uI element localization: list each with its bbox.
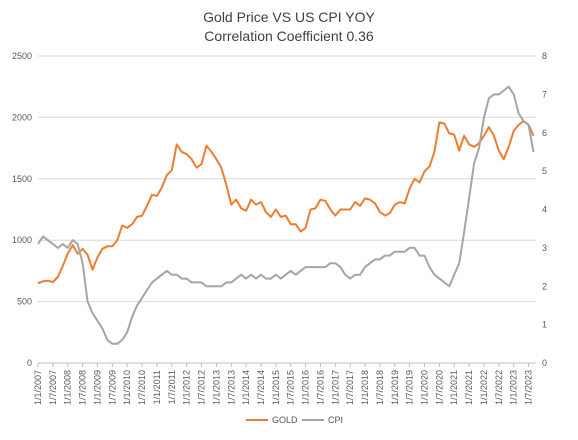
x-tick-label: 1/1/2019 — [390, 370, 400, 405]
x-axis: 1/1/2007 1/7/2007 1/1/2008 1/7/2008 1/1/2009… — [33, 362, 536, 405]
gridlines — [38, 55, 536, 364]
x-tick-label: 1/1/2014 — [241, 370, 251, 405]
y-left-tick-label: 2500 — [12, 51, 32, 61]
x-tick-label: 1/7/2018 — [375, 370, 385, 405]
y-left-tick-label: 500 — [17, 297, 32, 307]
x-tick-label: 1/1/2013 — [211, 370, 221, 405]
y-right-tick-label: 0 — [542, 358, 547, 368]
y-left-tick-label: 1500 — [12, 174, 32, 184]
y-right-tick-label: 4 — [542, 205, 547, 215]
series-line-cpi — [37, 85, 535, 345]
x-tick-label: 1/7/2010 — [137, 370, 147, 405]
x-tick-label: 1/7/2019 — [405, 370, 415, 405]
y-right-tick-label: 1 — [542, 320, 547, 330]
y-axis-left: 0 500 1000 1500 2000 2500 — [12, 51, 32, 368]
x-tick-label: 1/1/2020 — [420, 370, 430, 405]
y-right-tick-label: 3 — [542, 243, 547, 253]
chart-subtitle: Correlation Coefficient 0.36 — [204, 28, 374, 44]
y-right-tick-label: 6 — [542, 128, 547, 138]
x-tick-label: 1/7/2008 — [78, 370, 88, 405]
x-tick-label: 1/1/2023 — [509, 370, 519, 405]
y-right-tick-label: 2 — [542, 281, 547, 291]
x-tick-label: 1/1/2018 — [360, 370, 370, 405]
x-tick-label: 1/7/2012 — [197, 370, 207, 405]
x-tick-label: 1/7/2015 — [286, 370, 296, 405]
x-tick-label: 1/7/2017 — [345, 370, 355, 405]
y-left-tick-label: 0 — [27, 358, 32, 368]
x-tick-label: 1/1/2009 — [92, 370, 102, 405]
legend-label-cpi: CPI — [328, 415, 343, 425]
series-line-gold — [37, 120, 535, 285]
x-tick-label: 1/1/2008 — [63, 370, 73, 405]
x-tick-label: 1/7/2007 — [48, 370, 58, 405]
x-tick-label: 1/7/2013 — [226, 370, 236, 405]
x-tick-label: 1/1/2021 — [449, 370, 459, 405]
x-tick-label: 1/1/2016 — [301, 370, 311, 405]
x-tick-label: 1/1/2022 — [479, 370, 489, 405]
y-left-tick-label: 1000 — [12, 235, 32, 245]
x-tick-label: 1/1/2015 — [271, 370, 281, 405]
x-tick-label: 1/7/2022 — [494, 370, 504, 405]
x-tick-label: 1/7/2011 — [167, 370, 177, 404]
x-tick-label: 1/7/2014 — [256, 370, 266, 405]
y-right-tick-label: 5 — [542, 166, 547, 176]
series-lines — [37, 85, 535, 345]
y-right-tick-label: 8 — [542, 51, 547, 61]
x-tick-label: 1/7/2023 — [524, 370, 534, 405]
x-tick-label: 1/1/2017 — [330, 370, 340, 405]
y-axis-right: 0 1 2 3 4 5 6 7 8 — [542, 51, 547, 368]
chart-title: Gold Price VS US CPI YOY — [203, 9, 375, 25]
x-tick-label: 1/7/2021 — [464, 370, 474, 405]
x-tick-label: 1/1/2010 — [122, 370, 132, 405]
x-tick-label: 1/7/2020 — [434, 370, 444, 405]
y-left-tick-label: 2000 — [12, 112, 32, 122]
x-tick-label: 1/1/2011 — [152, 370, 162, 404]
x-tick-label: 1/7/2016 — [315, 370, 325, 405]
x-tick-label: 1/1/2012 — [182, 370, 192, 405]
x-tick-label: 1/7/2009 — [107, 370, 117, 405]
legend-label-gold: GOLD — [272, 415, 298, 425]
x-tick-label: 1/1/2007 — [33, 370, 43, 405]
y-right-tick-label: 7 — [542, 89, 547, 99]
legend: GOLD CPI — [246, 415, 343, 425]
